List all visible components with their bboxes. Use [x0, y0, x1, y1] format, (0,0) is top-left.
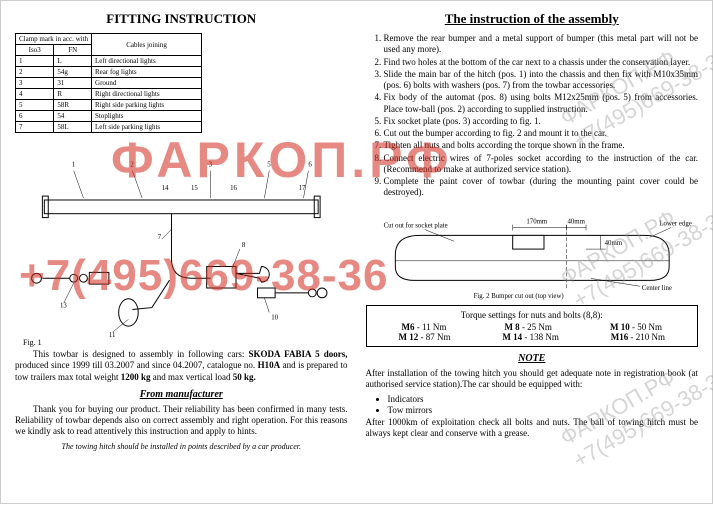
- note-title: NOTE: [366, 353, 699, 364]
- list-item: Fix body of the automat (pos. 8) using b…: [384, 92, 699, 115]
- clamp-h2: Cables joining: [92, 34, 202, 56]
- table-cell: Stoplights: [92, 111, 202, 122]
- list-item: Connect electric wires of 7-poles socket…: [384, 153, 699, 176]
- desc-g: and max vertical load: [153, 372, 233, 382]
- clamp-table: Clamp mark in acc. with Cables joining I…: [15, 33, 202, 133]
- note-para1: After installation of the towing hitch y…: [366, 368, 699, 391]
- list-item: Cut out the bumper according to fig. 2 a…: [384, 128, 699, 139]
- torque-item: M 8 - 25 Nm: [504, 322, 552, 332]
- from-manufacturer-title: From manufacturer: [15, 389, 348, 400]
- callout-number: 17: [299, 185, 306, 192]
- table-cell: 31: [54, 78, 92, 89]
- svg-text:Lower edge: Lower edge: [659, 220, 691, 227]
- callout-number: 2: [130, 162, 134, 169]
- note-para2: After 1000km of exploitation check all b…: [366, 417, 699, 440]
- callout-number: 1: [72, 162, 75, 169]
- thanks-para: Thank you for buying our product. Their …: [15, 404, 348, 438]
- table-cell: 7: [16, 122, 54, 133]
- cutout-label: Cut out for socket plate: [383, 222, 447, 229]
- table-row: 4RRight directional lights: [16, 89, 202, 100]
- list-item: Complete the paint cover of towbar (duri…: [384, 176, 699, 199]
- left-column: FITTING INSTRUCTION Clamp mark in acc. w…: [15, 11, 348, 493]
- table-cell: R: [54, 89, 92, 100]
- desc-d: H10A: [258, 360, 281, 370]
- callout-number: 14: [162, 185, 169, 192]
- table-row: 254gRear fog lights: [16, 67, 202, 78]
- table-cell: 4: [16, 89, 54, 100]
- svg-text:Center line: Center line: [641, 285, 671, 292]
- list-item: Remove the rear bumper and a metal suppo…: [384, 33, 699, 56]
- table-row: 558RRight side parking lights: [16, 100, 202, 111]
- table-cell: 5: [16, 100, 54, 111]
- clamp-sub1: Iso3: [16, 45, 54, 56]
- table-cell: Right side parking lights: [92, 100, 202, 111]
- assembly-title: The instruction of the assembly: [366, 11, 699, 27]
- desc-b: SKODA FABIA 5 doors,: [249, 349, 348, 359]
- table-row: 758LLeft side parking lights: [16, 122, 202, 133]
- torque-item: M16 - 210 Nm: [611, 332, 665, 342]
- table-cell: Rear fog lights: [92, 67, 202, 78]
- torque-item: M 14 - 138 Nm: [502, 332, 559, 342]
- table-cell: L: [54, 56, 92, 67]
- table-cell: 58R: [54, 100, 92, 111]
- install-footnote: The towing hitch should be installed in …: [15, 442, 348, 452]
- svg-text:40mm: 40mm: [604, 240, 622, 247]
- desc-c: produced since 1999 till 03.2007 and sin…: [15, 360, 258, 370]
- torque-item: M6 - 11 Nm: [402, 322, 447, 332]
- list-item: Indicators: [388, 394, 699, 405]
- desc-h: 50 kg.: [233, 372, 256, 382]
- callout-number: 7: [158, 234, 162, 241]
- torque-title: Torque settings for nuts and bolts (8,8)…: [373, 310, 692, 320]
- table-cell: Left directional lights: [92, 56, 202, 67]
- table-cell: 3: [16, 78, 54, 89]
- table-cell: Ground: [92, 78, 202, 89]
- right-column: The instruction of the assembly Remove t…: [366, 11, 699, 493]
- fitting-title: FITTING INSTRUCTION: [15, 11, 348, 27]
- callout-number: 10: [271, 314, 278, 321]
- list-item: Find two holes at the bottom of the car …: [384, 57, 699, 68]
- callout-number: 11: [109, 332, 116, 339]
- assembly-steps: Remove the rear bumper and a metal suppo…: [366, 33, 699, 199]
- table-row: 331Ground: [16, 78, 202, 89]
- table-cell: 54: [54, 111, 92, 122]
- note-bullets: IndicatorsTow mirrors: [366, 394, 699, 417]
- svg-text:Fig. 2 Bumper cut out (top vi: Fig. 2 Bumper cut out (top view): [473, 292, 563, 299]
- list-item: Tow mirrors: [388, 405, 699, 416]
- callout-number: 3: [209, 162, 213, 169]
- table-cell: 2: [16, 67, 54, 78]
- description-para: This towbar is designed to assembly in f…: [15, 349, 348, 383]
- callout-number: 6: [308, 162, 312, 169]
- table-cell: 58L: [54, 122, 92, 133]
- table-cell: Right directional lights: [92, 89, 202, 100]
- torque-box: Torque settings for nuts and bolts (8,8)…: [366, 305, 699, 347]
- list-item: Tighten all nuts and bolts according the…: [384, 140, 699, 151]
- table-row: 1LLeft directional lights: [16, 56, 202, 67]
- callout-number: 16: [230, 185, 237, 192]
- callout-number: 13: [60, 303, 67, 310]
- desc-a: This towbar is designed to assembly in f…: [33, 349, 249, 359]
- table-row: 654Stoplights: [16, 111, 202, 122]
- clamp-sub2: FN: [54, 45, 92, 56]
- hitch-diagram: 1 2 3 5 6 7 8 10 11 13 14 15 16 17 Fig. 1: [15, 139, 348, 349]
- svg-text:40mm: 40mm: [567, 218, 585, 225]
- list-item: Fix socket plate (pos. 3) according to f…: [384, 116, 699, 127]
- callout-number: 5: [267, 162, 271, 169]
- table-cell: 6: [16, 111, 54, 122]
- table-cell: 54g: [54, 67, 92, 78]
- table-cell: 1: [16, 56, 54, 67]
- desc-f: 1200 kg: [121, 372, 151, 382]
- callout-number: 15: [191, 185, 198, 192]
- fig1-label: Fig. 1: [23, 338, 42, 347]
- clamp-h1: Clamp mark in acc. with: [16, 34, 92, 45]
- bumper-diagram: Cut out for socket plate 170mm 40mm 40mm…: [366, 205, 699, 301]
- table-cell: Left side parking lights: [92, 122, 202, 133]
- torque-item: M 12 - 87 Nm: [398, 332, 450, 342]
- callout-number: 8: [242, 242, 246, 249]
- list-item: Slide the main bar of the hitch (pos. 1)…: [384, 69, 699, 92]
- torque-item: M 10 - 50 Nm: [610, 322, 662, 332]
- svg-text:170mm: 170mm: [526, 218, 548, 225]
